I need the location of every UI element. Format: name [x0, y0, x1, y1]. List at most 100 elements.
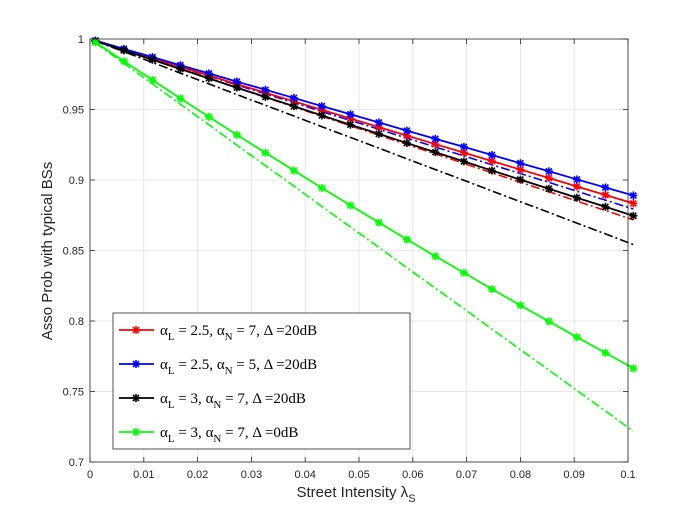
series-green-marker — [289, 166, 298, 175]
series-green-marker — [544, 317, 553, 326]
legend-label-part: Δ — [252, 425, 262, 441]
x-tick-label: 0.08 — [510, 469, 531, 481]
legend-label-part: =0dB — [261, 425, 298, 441]
y-tick-label: 0.85 — [63, 246, 84, 258]
series-black-marker — [346, 120, 355, 129]
legend-label-part: = 5, — [233, 357, 264, 373]
legend-label-part: L — [168, 331, 175, 343]
x-tick-label: 0 — [87, 469, 93, 481]
x-axis-label-subscript: S — [408, 493, 415, 505]
y-tick-label: 0.7 — [69, 457, 84, 469]
series-blue-marker — [572, 175, 581, 184]
legend-label-part: α — [160, 425, 168, 441]
series-green-marker — [317, 184, 326, 193]
series-blue-marker — [317, 102, 326, 111]
legend-marker-red — [132, 326, 140, 334]
y-tick-label: 1 — [78, 34, 84, 46]
series-black-marker — [629, 211, 638, 220]
legend-label-part: Δ — [252, 391, 262, 407]
legend-label-part: = 3, — [175, 391, 206, 407]
series-green-marker — [91, 38, 100, 47]
series-black-marker — [572, 193, 581, 202]
series-blue-marker — [431, 134, 440, 143]
series-green-marker — [601, 348, 610, 357]
series-black-marker — [261, 92, 270, 101]
series-green-marker — [431, 252, 440, 261]
series-black-marker — [431, 148, 440, 157]
series-red-marker — [487, 157, 496, 166]
series-blue-marker — [516, 159, 525, 168]
legend-label-part: α — [206, 425, 214, 441]
series-blue-marker — [487, 151, 496, 160]
legend-label-part: α — [217, 323, 225, 339]
series-green-marker — [204, 112, 213, 121]
legend-label-black: αL = 3, αN = 7, Δ =20dB — [160, 391, 306, 411]
series-green-marker — [629, 364, 638, 373]
legend-label-part: L — [168, 399, 175, 411]
series-blue-marker — [289, 93, 298, 102]
series-black-marker — [176, 65, 185, 74]
legend-label-part: =20dB — [272, 357, 317, 373]
series-blue-marker — [402, 126, 411, 135]
series-green-marker — [459, 268, 468, 277]
series-black-marker — [204, 74, 213, 83]
series-red-sim-line — [95, 39, 634, 205]
legend-label-part: = 2.5, — [175, 357, 217, 373]
series-blue-marker — [544, 167, 553, 176]
y-tick-label: 0.75 — [63, 387, 84, 399]
series-blue-marker — [601, 183, 610, 192]
series-green-marker — [261, 148, 270, 157]
series-blue-marker — [346, 110, 355, 119]
legend-label-part: =20dB — [261, 391, 306, 407]
legend-label-part: = 2.5, — [175, 323, 217, 339]
series-black-marker — [289, 102, 298, 111]
legend-label-part: Δ — [264, 357, 274, 373]
legend-label-part: =20dB — [272, 323, 317, 339]
x-tick-label: 0.01 — [133, 469, 154, 481]
x-tick-label: 0.04 — [294, 469, 315, 481]
legend-label-part: = 7, — [221, 391, 252, 407]
series-red-marker — [601, 190, 610, 199]
ticks: 0 0.01 0.02 0.03 0.04 0.05 0.06 0.07 0.08 0.09 0.1… — [63, 34, 636, 481]
series-blue-marker — [629, 191, 638, 200]
series-black-marker — [402, 139, 411, 148]
y-tick-label: 0.95 — [63, 105, 84, 117]
x-tick-label: 0.05 — [348, 469, 369, 481]
y-axis-label: Asso Prob with typical BSs — [39, 162, 56, 340]
series-red-marker — [629, 199, 638, 208]
series-blue-marker — [261, 85, 270, 94]
series-green-marker — [176, 94, 185, 103]
series-black-sim-line — [95, 40, 634, 217]
series-black-marker — [544, 184, 553, 193]
series-red-analytic-line — [95, 40, 634, 221]
legend-label-part: N — [225, 365, 233, 377]
legend-box — [112, 312, 411, 450]
series-red-marker — [459, 148, 468, 157]
series-green-marker — [516, 301, 525, 310]
series-black-marker — [232, 83, 241, 92]
legend-label-part: α — [160, 323, 168, 339]
x-tick-label: 0.1 — [620, 469, 635, 481]
series-green-marker — [572, 333, 581, 342]
series-green-analytic-line — [94, 42, 634, 433]
y-tick-label: 0.8 — [69, 316, 84, 328]
x-tick-label: 0.03 — [241, 469, 262, 481]
legend-marker-blue — [132, 360, 140, 368]
legend-label-part: α — [160, 357, 168, 373]
series-green-marker — [374, 218, 383, 227]
series-black-marker — [601, 202, 610, 211]
series-green-sim-line — [94, 41, 634, 370]
legend-label-part: = 3, — [175, 425, 206, 441]
series-red-marker — [572, 182, 581, 191]
series-black-marker — [119, 46, 128, 55]
series-black-marker — [516, 175, 525, 184]
x-tick-label: 0.07 — [456, 469, 477, 481]
series-red-marker — [544, 174, 553, 183]
legend-label-part: α — [206, 391, 214, 407]
legend-label-part: N — [213, 433, 221, 445]
legend-label-part: N — [213, 399, 221, 411]
legend-marker-green — [132, 428, 140, 436]
series-black-marker — [317, 111, 326, 120]
series-blue-marker — [374, 118, 383, 127]
legend-label-blue: αL = 2.5, αN = 5, Δ =20dB — [160, 357, 317, 377]
